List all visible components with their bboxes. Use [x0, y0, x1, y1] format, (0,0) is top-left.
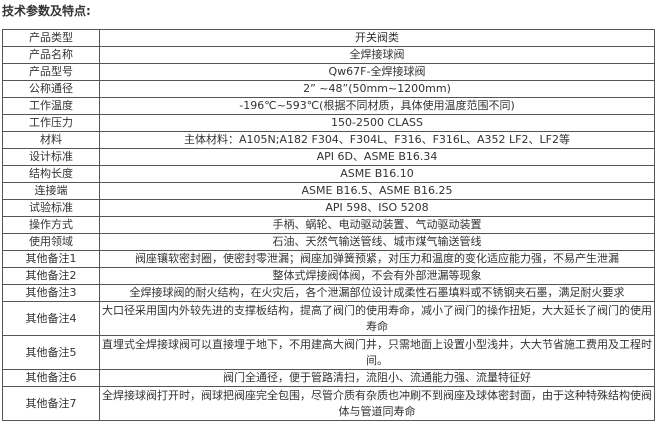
spec-label: 试验标准 [2, 199, 100, 217]
spec-label: 工作温度 [2, 97, 100, 115]
table-row: 其他备注6 阀门全通径，便于管路清扫，流阻小、流通能力强、流量特征好 [2, 369, 655, 387]
table-row: 其他备注4 大口径采用国内外较先进的支撑板结构，提高了阀门的使用寿命，减小了阀门的… [2, 301, 655, 336]
spec-label: 其他备注2 [2, 267, 100, 285]
table-row: 材料 主体材料：A105N;A182 F304、F304L、F316、F316L、… [2, 131, 655, 149]
spec-value: Qw67F-全焊接球阀 [99, 63, 655, 81]
spec-value: 全焊接球阀 [99, 46, 655, 64]
table-row: 公称通径 2” ~48”(50mm~1200mm) [2, 80, 655, 98]
spec-value: 2” ~48”(50mm~1200mm) [99, 80, 655, 98]
spec-value: ASME B16.5、ASME B16.25 [99, 182, 655, 200]
table-row: 其他备注3 全焊接球阀的耐火结构，在火灾后，各个泄漏部位设计成柔性石墨填料或不锈钢… [2, 284, 655, 302]
spec-label: 其他备注6 [2, 369, 100, 387]
spec-label: 连接端 [2, 182, 100, 200]
table-row: 操作方式 手柄、蜗轮、电动驱动装置、气动驱动装置 [2, 216, 655, 234]
spec-value: 开关阀类 [99, 29, 655, 47]
spec-label: 产品型号 [2, 63, 100, 81]
table-row: 其他备注7 全焊接球阀打开时，阀球把阀座完全包围，尽管介质有杂质也冲刷不到阀座及球… [2, 386, 655, 421]
table-row: 工作温度 -196℃~593℃(根据不同材质，具体使用温度范围不同) [2, 97, 655, 115]
table-row: 产品类型 开关阀类 [2, 29, 655, 47]
spec-value: 全焊接球阀的耐火结构，在火灾后，各个泄漏部位设计成柔性石墨填料或不锈钢夹石墨，满… [99, 284, 655, 302]
table-row: 设计标准 API 6D、ASME B16.34 [2, 148, 655, 166]
table-row: 产品型号 Qw67F-全焊接球阀 [2, 63, 655, 81]
spec-value: -196℃~593℃(根据不同材质，具体使用温度范围不同) [99, 97, 655, 115]
spec-value: ASME B16.10 [99, 165, 655, 183]
spec-value: 全焊接球阀打开时，阀球把阀座完全包围，尽管介质有杂质也冲刷不到阀座及球体密封面，… [99, 386, 655, 421]
table-row: 连接端 ASME B16.5、ASME B16.25 [2, 182, 655, 200]
spec-value: API 6D、ASME B16.34 [99, 148, 655, 166]
spec-label: 材料 [2, 131, 100, 149]
table-row: 结构长度 ASME B16.10 [2, 165, 655, 183]
spec-label: 其他备注3 [2, 284, 100, 302]
spec-label: 其他备注1 [2, 250, 100, 268]
table-row: 工作压力 150-2500 CLASS [2, 114, 655, 132]
spec-value: API 598、ISO 5208 [99, 199, 655, 217]
section-title: 技术参数及特点: [2, 4, 91, 18]
spec-value: 整体式焊接阀体阀，不会有外部泄漏等现象 [99, 267, 655, 285]
spec-label: 操作方式 [2, 216, 100, 234]
spec-value: 石油、天然气输送管线、城市煤气输送管线 [99, 233, 655, 251]
spec-value: 手柄、蜗轮、电动驱动装置、气动驱动装置 [99, 216, 655, 234]
spec-value: 大口径采用国内外较先进的支撑板结构，提高了阀门的使用寿命，减小了阀门的操作扭矩，… [99, 301, 655, 336]
spec-table: 产品类型 开关阀类 产品名称 全焊接球阀 产品型号 Qw67F-全焊接球阀 公称通径 2” ~… [2, 29, 655, 421]
table-row: 其他备注5 直埋式全焊接球阀可以直接埋于地下，不用建高大阀门井，只需地面上设置小型… [2, 335, 655, 370]
spec-label: 产品名称 [2, 46, 100, 64]
spec-value: 直埋式全焊接球阀可以直接埋于地下，不用建高大阀门井，只需地面上设置小型浅井，大大… [99, 335, 655, 370]
spec-label: 其他备注4 [2, 301, 100, 336]
table-row: 产品名称 全焊接球阀 [2, 46, 655, 64]
spec-value: 阀门全通径，便于管路清扫，流阻小、流通能力强、流量特征好 [99, 369, 655, 387]
spec-value: 阀座镶软密封圈，使密封零泄漏；阀座加弹簧预紧，对压力和温度的变化适应能力强，不易… [99, 250, 655, 268]
spec-label: 产品类型 [2, 29, 100, 47]
spec-label: 结构长度 [2, 165, 100, 183]
spec-label: 其他备注7 [2, 386, 100, 421]
table-row: 试验标准 API 598、ISO 5208 [2, 199, 655, 217]
spec-value: 主体材料：A105N;A182 F304、F304L、F316、F316L、A3… [99, 131, 655, 149]
spec-label: 使用领域 [2, 233, 100, 251]
table-row: 使用领域 石油、天然气输送管线、城市煤气输送管线 [2, 233, 655, 251]
spec-label: 其他备注5 [2, 335, 100, 370]
spec-value: 150-2500 CLASS [99, 114, 655, 132]
table-row: 其他备注2 整体式焊接阀体阀，不会有外部泄漏等现象 [2, 267, 655, 285]
spec-label: 公称通径 [2, 80, 100, 98]
spec-label: 设计标准 [2, 148, 100, 166]
table-row: 其他备注1 阀座镶软密封圈，使密封零泄漏；阀座加弹簧预紧，对压力和温度的变化适应能… [2, 250, 655, 268]
spec-label: 工作压力 [2, 114, 100, 132]
